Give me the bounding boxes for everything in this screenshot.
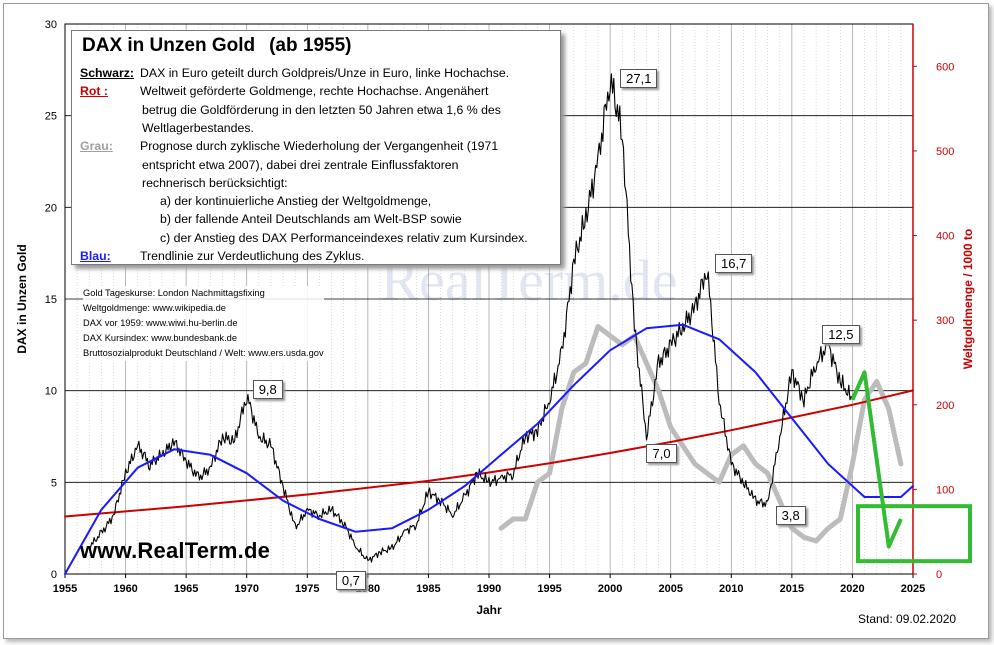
source-line: Bruttosozialprodukt Deutschland / Welt: …	[83, 348, 324, 358]
x-tick-label: 1955	[53, 583, 77, 595]
data-label: 9,8	[252, 380, 283, 400]
data-label: 7,0	[646, 443, 677, 463]
legend-text: entspricht etwa 2007), dabei drei zentra…	[142, 157, 459, 172]
legend-title: DAX in Unzen Gold (ab 1955)	[82, 35, 352, 56]
y2-tick-label: 300	[936, 315, 954, 327]
legend-text: Prognose durch zyklische Wiederholung de…	[140, 139, 499, 154]
legend-row: b) der fallende Anteil Deutschlands am W…	[80, 210, 462, 229]
legend-key: Blau:	[80, 249, 111, 263]
y-tick-label: 15	[45, 294, 57, 306]
legend-text: DAX in Euro geteilt durch Goldpreis/Unze…	[140, 66, 510, 80]
legend-row: entspricht etwa 2007), dabei drei zentra…	[80, 156, 458, 175]
series-line-red	[64, 389, 914, 518]
y2-tick-label: 200	[936, 400, 954, 412]
stand-date: Stand: 09.02.2020	[858, 612, 957, 626]
y2-tick-label: 100	[936, 484, 954, 496]
x-tick-label: 2025	[901, 583, 925, 595]
y2-tick-label: 600	[936, 61, 954, 73]
x-tick-label: 2005	[658, 583, 682, 595]
y-axis-label: DAX in Unzen Gold	[15, 244, 29, 353]
series-line-blue	[64, 323, 914, 575]
legend-row: betrug die Goldförderung in den letzten …	[80, 101, 501, 120]
legend-key: Rot :	[80, 84, 108, 99]
source-line: Weltgoldmenge: www.wikipedia.de	[83, 303, 226, 313]
y2-axis-label: Weltgoldmenge / 1000 to	[961, 229, 975, 369]
data-label: 12,5	[822, 324, 860, 344]
y2-tick-label: 500	[936, 146, 954, 158]
legend-text: c) der Anstieg des DAX Performanceindexe…	[160, 230, 528, 245]
data-label: 27,1	[620, 69, 658, 89]
x-axis-label: Jahr	[476, 603, 502, 617]
x-tick-label: 1975	[295, 583, 319, 595]
data-label: 3,8	[775, 506, 806, 526]
data-label: 0,7	[335, 571, 366, 591]
legend-row: Rot : Weltweit geförderte Goldmenge, rech…	[80, 82, 488, 101]
legend-row: Blau: Trendlinie zur Verdeutlichung des Z…	[80, 247, 364, 266]
forecast-box-green	[856, 504, 972, 564]
source-line: DAX vor 1959: www.wiwi.hu-berlin.de	[83, 318, 238, 328]
y2-tick-label: 400	[936, 231, 954, 243]
data-label: 16,7	[715, 253, 753, 273]
legend-text: a) der kontinuierliche Anstieg der Weltg…	[160, 194, 432, 209]
sources-block: Gold Tageskurse: London Nachmittagsfixin…	[83, 286, 324, 361]
y-tick-label: 0	[51, 569, 57, 581]
legend-text: Weltweit geförderte Goldmenge, rechte Ho…	[140, 84, 489, 99]
legend-row: rechnerisch berücksichtigt:	[80, 174, 288, 193]
website-label[interactable]: www.RealTerm.de	[80, 538, 271, 563]
x-tick-label: 2015	[780, 583, 804, 595]
legend-row: c) der Anstieg des DAX Performanceindexe…	[80, 229, 528, 248]
x-tick-label: 2000	[598, 583, 622, 595]
source-line: DAX Kursindex: www.bundesbank.de	[83, 333, 238, 343]
x-tick-label: 1960	[113, 583, 137, 595]
legend-text: Trendlinie zur Verdeutlichung des Zyklus…	[140, 249, 365, 263]
x-tick-label: 1990	[477, 583, 501, 595]
forecast-line-green	[850, 370, 903, 549]
series-line-black	[88, 73, 853, 563]
y-tick-label: 10	[45, 386, 57, 398]
legend-key: Grau:	[80, 139, 113, 154]
y-tick-label: 25	[45, 111, 57, 123]
legend-text: rechnerisch berücksichtigt:	[142, 175, 288, 190]
legend-box: DAX in Unzen Gold (ab 1955) Schwarz: DAX i…	[71, 30, 561, 265]
legend-text: betrug die Goldförderung in den letzten …	[142, 102, 501, 117]
legend-text: Weltlagerbestandes.	[142, 120, 254, 135]
legend-row: a) der kontinuierliche Anstieg der Weltg…	[80, 192, 431, 211]
legend-key: Schwarz:	[80, 66, 134, 80]
y2-tick-label: 0	[936, 569, 942, 581]
legend-text: b) der fallende Anteil Deutschlands am W…	[160, 212, 462, 227]
y-tick-label: 20	[45, 202, 57, 214]
y-tick-label: 5	[51, 477, 57, 489]
x-tick-label: 1965	[174, 583, 198, 595]
x-tick-label: 1985	[416, 583, 440, 595]
x-tick-label: 1995	[537, 583, 561, 595]
legend-row: Schwarz: DAX in Euro geteilt durch Goldpr…	[80, 64, 509, 83]
legend-row: Weltlagerbestandes.	[80, 119, 254, 138]
x-tick-label: 1970	[234, 583, 258, 595]
y-tick-label: 30	[45, 19, 57, 31]
source-line: Gold Tageskurse: London Nachmittagsfixin…	[83, 288, 265, 298]
x-tick-label: 2010	[719, 583, 743, 595]
x-tick-label: 2020	[840, 583, 864, 595]
legend-row: Grau: Prognose durch zyklische Wiederholu…	[80, 137, 498, 156]
